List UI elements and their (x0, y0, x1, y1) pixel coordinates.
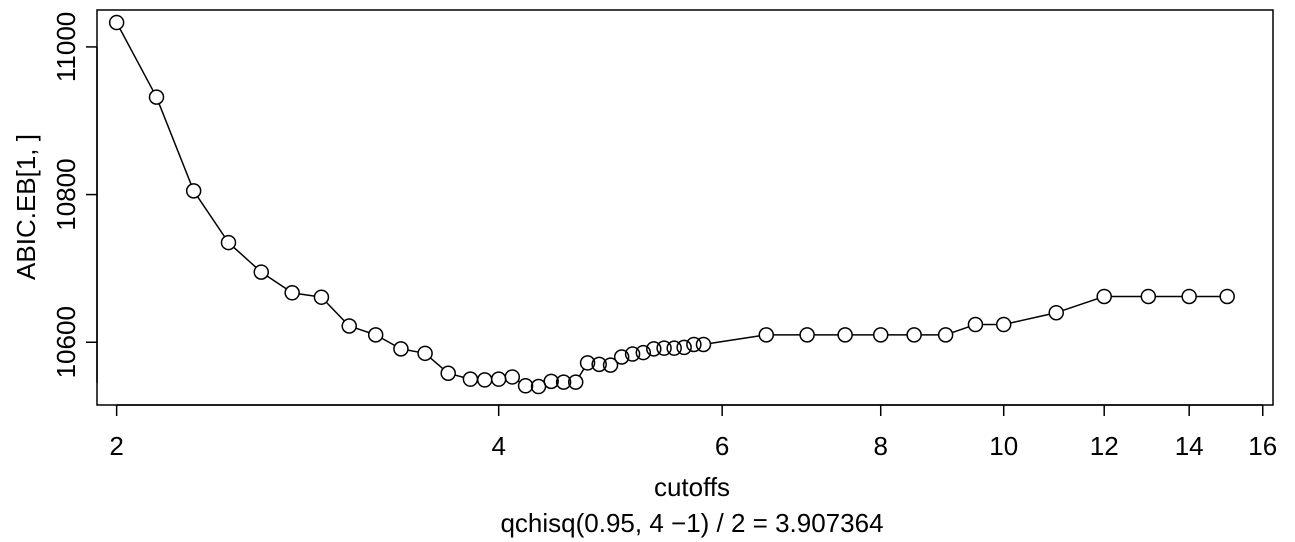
series-layer (108, 14, 1235, 395)
x-tick-label: 4 (491, 431, 505, 461)
series-line-segment (578, 368, 585, 377)
data-point (602, 357, 619, 373)
series-line-segment (710, 335, 760, 345)
x-tick-label: 2 (109, 431, 123, 461)
series-line-segment (233, 246, 257, 268)
series-line-segment (266, 275, 287, 290)
data-point (284, 285, 300, 301)
series-line-segment (196, 196, 226, 238)
data-point (417, 345, 433, 362)
data-point (937, 327, 954, 343)
data-point (567, 374, 584, 390)
y-axis: 10600 10800 11000 (51, 12, 98, 383)
data-point (367, 327, 384, 343)
data-point (148, 89, 165, 105)
data-point (1096, 288, 1112, 305)
data-point (313, 289, 330, 305)
x-tick-label: 16 (1248, 431, 1277, 461)
series-line-segment (429, 357, 444, 370)
y-tick-label: 10800 (51, 158, 81, 230)
data-point (530, 378, 547, 395)
series-line-segment (1010, 313, 1050, 324)
data-point (185, 183, 202, 199)
data-point (490, 371, 507, 387)
data-point (543, 373, 559, 390)
data-point (108, 14, 125, 31)
data-point (341, 318, 357, 334)
data-point (1219, 288, 1235, 305)
x-tick-label: 14 (1175, 431, 1204, 461)
data-point (476, 372, 493, 388)
data-point (579, 355, 596, 371)
x-tick-label: 6 (715, 431, 729, 461)
data-point (872, 327, 889, 343)
series-line-segment (952, 326, 970, 334)
series-line-segment (381, 337, 396, 347)
x-tick-label: 12 (1090, 431, 1119, 461)
y-tick-label: 11000 (51, 12, 81, 82)
data-point (758, 327, 775, 343)
data-point (504, 369, 521, 385)
data-point (666, 340, 682, 356)
data-point (440, 365, 456, 382)
data-point (686, 336, 702, 353)
data-point (517, 378, 534, 394)
data-point (656, 340, 672, 356)
data-point (695, 336, 712, 353)
series-line-segment (298, 293, 315, 297)
y-tick-label: 10600 (51, 306, 81, 378)
data-point (646, 341, 662, 357)
data-point (624, 346, 641, 362)
data-point (967, 316, 984, 333)
data-point (591, 356, 607, 373)
chart-subtitle: qchisq(0.95, 4 −1) / 2 = 3.907364 (500, 508, 883, 538)
data-point (393, 341, 409, 357)
y-axis-label: ABIC.EB[1, ] (11, 134, 41, 280)
series-line-segment (325, 301, 345, 322)
data-point (635, 344, 652, 361)
data-point (462, 371, 479, 387)
series-line-segment (454, 374, 464, 379)
series-line-segment (1062, 298, 1098, 312)
series-line-segment (119, 28, 154, 92)
plot-frame (96, 9, 1274, 406)
data-point (1140, 288, 1157, 305)
series-line-segment (158, 103, 192, 185)
data-point (555, 374, 572, 390)
x-axis-label: cutoffs (654, 472, 730, 502)
data-point (220, 234, 237, 251)
data-point (1048, 304, 1064, 321)
data-point (253, 264, 269, 280)
data-point (995, 316, 1012, 333)
x-axis: 2 4 6 8 10 12 14 16 (109, 404, 1277, 461)
data-point (837, 327, 853, 343)
data-point (676, 339, 692, 356)
data-point (906, 327, 922, 343)
data-point (799, 327, 815, 343)
data-point (1181, 288, 1197, 305)
x-tick-label: 10 (989, 431, 1018, 461)
series-line-segment (407, 349, 419, 353)
data-point (613, 349, 630, 365)
x-tick-label: 8 (873, 431, 887, 461)
series-line-segment (355, 327, 370, 334)
